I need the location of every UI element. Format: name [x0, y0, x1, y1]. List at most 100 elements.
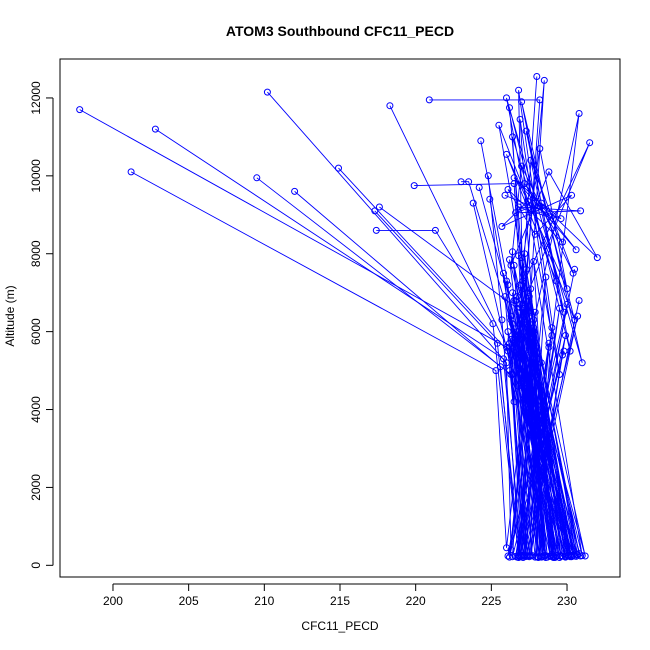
data-point-20-4	[548, 324, 556, 332]
data-point-1-38	[559, 238, 566, 246]
data-point-1-31	[518, 162, 526, 170]
y-tick-label-8000: 8000	[29, 240, 43, 267]
x-tick-label-225: 225	[481, 594, 501, 608]
data-point-16-1	[477, 137, 485, 145]
series-line-14	[414, 183, 569, 557]
data-point-1-8	[578, 359, 586, 367]
data-point-1-20	[560, 308, 568, 316]
y-axis-label: Altitude (m)	[3, 285, 17, 346]
series-line-8	[338, 167, 566, 558]
data-point-1-49	[557, 215, 565, 223]
data-point-15-4	[509, 553, 516, 561]
data-point-1-42	[498, 223, 506, 230]
data-point-14-2	[510, 180, 518, 188]
series-line-15	[461, 181, 563, 557]
data-point-2-22	[506, 256, 513, 264]
series-line-17	[487, 175, 580, 557]
data-point-1-33	[545, 168, 553, 176]
data-point-5-1	[263, 88, 271, 96]
data-point-18-1	[469, 199, 477, 207]
data-point-1-50	[501, 191, 509, 199]
data-point-18-4	[537, 359, 545, 367]
data-point-18-6	[560, 347, 568, 355]
data-point-1-48	[537, 199, 545, 207]
data-point-2-16	[522, 265, 530, 273]
data-point-20-3	[531, 553, 539, 561]
data-point-1-44	[549, 215, 557, 223]
data-point-12-1	[386, 102, 394, 110]
data-point-10-4	[501, 293, 509, 301]
data-point-1-21	[509, 133, 516, 141]
data-point-9-2	[493, 339, 501, 347]
x-tick-label-200: 200	[103, 594, 123, 608]
data-point-1-39	[504, 186, 512, 193]
data-point-11-5	[531, 308, 539, 316]
data-point-1-43	[524, 197, 532, 205]
plot-frame	[59, 58, 621, 578]
data-point-19-5	[566, 553, 574, 561]
data-point-3-18	[509, 289, 516, 297]
data-point-1-17	[495, 121, 503, 129]
data-point-17-1	[484, 172, 492, 180]
x-axis-label: CFC11_PECD	[301, 619, 378, 633]
data-point-1-11	[506, 104, 513, 112]
data-point-2-28	[521, 250, 529, 258]
data-point-4-2	[492, 367, 500, 375]
data-point-14-4	[546, 552, 554, 560]
y-tick-label-10000: 10000	[29, 159, 43, 193]
data-point-17-6	[575, 297, 583, 304]
x-tick-label-210: 210	[254, 594, 274, 608]
data-point-1-36	[572, 246, 580, 254]
data-point-2-20	[530, 258, 538, 265]
data-point-1-41	[568, 191, 576, 199]
data-point-19-6	[524, 308, 532, 316]
data-point-18-5	[504, 552, 512, 560]
data-point-1-29	[527, 156, 535, 164]
data-point-1-27	[503, 150, 510, 158]
data-point-1-26	[563, 285, 571, 293]
data-point-16-4	[542, 273, 550, 281]
x-tick-label-215: 215	[330, 594, 350, 608]
data-point-15-3	[521, 363, 529, 371]
x-tick-label-205: 205	[179, 594, 199, 608]
data-point-1-40	[531, 230, 539, 238]
data-point-6-10	[524, 332, 532, 339]
data-point-1-13	[575, 110, 583, 117]
data-point-9-7	[577, 552, 585, 560]
data-point-10-6	[527, 285, 535, 293]
data-point-4-16	[510, 297, 518, 304]
series-line-20	[489, 199, 579, 558]
data-point-17-4	[556, 304, 563, 312]
data-point-10-2	[513, 304, 521, 312]
data-point-20-7	[522, 552, 530, 560]
data-point-5-11	[581, 552, 589, 560]
series-line-12	[389, 105, 566, 557]
series-line-13	[429, 99, 573, 557]
data-point-19-2	[515, 328, 523, 336]
data-point-16-6	[571, 265, 579, 273]
data-point-1-5	[515, 86, 523, 94]
data-point-3-16	[525, 293, 533, 301]
data-point-4-1	[127, 168, 135, 176]
y-tick-label-2000: 2000	[29, 474, 43, 501]
data-point-15-1	[457, 178, 465, 186]
data-point-1-15	[516, 115, 524, 123]
x-tick-label-230: 230	[557, 594, 577, 608]
data-point-8-1	[335, 164, 342, 172]
data-point-14-6	[565, 552, 572, 560]
x-tick-label-220: 220	[406, 594, 426, 608]
data-point-12-6	[562, 332, 569, 339]
data-point-7-1	[291, 187, 299, 195]
series-line-1	[498, 76, 598, 402]
series-line-18	[472, 202, 565, 558]
data-point-19-1	[475, 184, 483, 191]
data-point-1-28	[552, 277, 560, 285]
data-point-2-1	[76, 106, 84, 114]
data-point-1-7	[503, 94, 510, 102]
y-tick-label-0: 0	[29, 562, 43, 569]
chart-title: ATOM3 Southbound CFC11_PECD	[226, 23, 454, 39]
data-point-15-2	[465, 178, 473, 186]
data-point-20-1	[486, 195, 494, 203]
series-line-11	[376, 229, 568, 558]
